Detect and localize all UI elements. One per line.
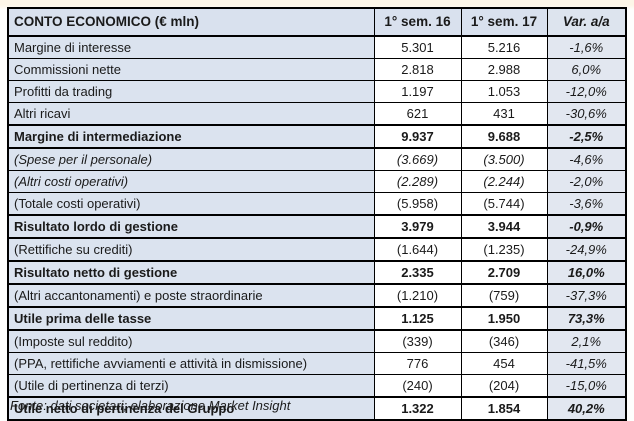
value-sem17-cell: 454 bbox=[460, 352, 548, 375]
row-label-cell: Profitti da trading bbox=[7, 80, 375, 103]
value-var-cell: -2,0% bbox=[546, 170, 627, 193]
value-sem17-cell: (1.235) bbox=[460, 237, 548, 262]
value-sem16-cell: 1.322 bbox=[373, 396, 462, 421]
table-row: (Spese per il personale) (3.669) (3.500) -4… bbox=[7, 147, 627, 171]
value-var-cell: 6,0% bbox=[546, 58, 627, 81]
value-sem16-cell: 3.979 bbox=[373, 214, 462, 239]
value-var-cell: 73,3% bbox=[546, 306, 627, 331]
value-sem17-cell: 1.950 bbox=[460, 306, 548, 331]
value-sem17-cell: 3.944 bbox=[460, 214, 548, 239]
value-sem17-cell: (346) bbox=[460, 329, 548, 353]
value-sem16-cell: 5.301 bbox=[373, 35, 462, 59]
value-sem16-cell: (3.669) bbox=[373, 147, 462, 171]
table-row: Profitti da trading 1.197 1.053 -12,0% bbox=[7, 80, 627, 103]
col-header-var: Var. a/a bbox=[546, 7, 627, 37]
value-sem17-cell: 1.854 bbox=[460, 396, 548, 421]
table-row: Utile netto di pertinenza del Gruppo 1.32… bbox=[7, 396, 627, 421]
row-label-cell: (Altri costi operativi) bbox=[7, 170, 375, 193]
value-sem16-cell: (240) bbox=[373, 374, 462, 398]
row-label-cell: (Altri accantonamenti) e poste straordin… bbox=[7, 283, 375, 308]
value-sem16-cell: 1.125 bbox=[373, 306, 462, 331]
value-sem16-cell: (1.210) bbox=[373, 283, 462, 308]
value-sem17-cell: 9.688 bbox=[460, 124, 548, 149]
value-sem17-cell: (5.744) bbox=[460, 192, 548, 216]
table-row: Risultato netto di gestione 2.335 2.709 16,… bbox=[7, 260, 627, 285]
value-sem16-cell: (2.289) bbox=[373, 170, 462, 193]
table-row: (Totale costi operativi) (5.958) (5.744) -3… bbox=[7, 192, 627, 216]
row-label-cell: (PPA, rettifiche avviamenti e attività i… bbox=[7, 352, 375, 375]
value-sem17-cell: 1.053 bbox=[460, 80, 548, 103]
value-sem17-cell: 2.988 bbox=[460, 58, 548, 81]
value-var-cell: 2,1% bbox=[546, 329, 627, 353]
value-var-cell: -2,5% bbox=[546, 124, 627, 149]
value-var-cell: -1,6% bbox=[546, 35, 627, 59]
row-label-cell: Margine di intermediazione bbox=[7, 124, 375, 149]
value-var-cell: -15,0% bbox=[546, 374, 627, 398]
table-row: (Imposte sul reddito) (339) (346) 2,1% bbox=[7, 329, 627, 353]
value-var-cell: -37,3% bbox=[546, 283, 627, 308]
table-row: Utile prima delle tasse 1.125 1.950 73,3% bbox=[7, 306, 627, 331]
row-label-cell: (Totale costi operativi) bbox=[7, 192, 375, 216]
row-label-cell: Margine di interesse bbox=[7, 35, 375, 59]
table-row: Margine di intermediazione 9.937 9.688 -2,5… bbox=[7, 124, 627, 149]
row-label-cell: (Imposte sul reddito) bbox=[7, 329, 375, 353]
value-sem16-cell: 2.818 bbox=[373, 58, 462, 81]
value-sem16-cell: 2.335 bbox=[373, 260, 462, 285]
col-header-sem17: 1° sem. 17 bbox=[460, 7, 548, 37]
value-sem16-cell: (5.958) bbox=[373, 192, 462, 216]
table-row: (Utile di pertinenza di terzi) (240) (204)… bbox=[7, 374, 627, 398]
col-header-title: CONTO ECONOMICO (€ mln) bbox=[7, 7, 375, 37]
value-var-cell: -30,6% bbox=[546, 102, 627, 126]
table-row: (Rettifiche su crediti) (1.644) (1.235) -24… bbox=[7, 237, 627, 262]
value-var-cell: -24,9% bbox=[546, 237, 627, 262]
value-sem16-cell: 621 bbox=[373, 102, 462, 126]
row-label-cell: (Rettifiche su crediti) bbox=[7, 237, 375, 262]
value-sem16-cell: 1.197 bbox=[373, 80, 462, 103]
value-var-cell: -41,5% bbox=[546, 352, 627, 375]
value-sem16-cell: 9.937 bbox=[373, 124, 462, 149]
table-row: (Altri costi operativi) (2.289) (2.244) -2,… bbox=[7, 170, 627, 193]
table-body: Margine di interesse 5.301 5.216 -1,6% Commi… bbox=[7, 35, 627, 421]
value-sem16-cell: (339) bbox=[373, 329, 462, 353]
value-var-cell: 16,0% bbox=[546, 260, 627, 285]
value-sem17-cell: (2.244) bbox=[460, 170, 548, 193]
row-label-cell: Risultato netto di gestione bbox=[7, 260, 375, 285]
value-sem17-cell: (204) bbox=[460, 374, 548, 398]
row-label-cell: Altri ricavi bbox=[7, 102, 375, 126]
value-sem16-cell: 776 bbox=[373, 352, 462, 375]
value-var-cell: -0,9% bbox=[546, 214, 627, 239]
value-sem17-cell: 431 bbox=[460, 102, 548, 126]
table-row: Margine di interesse 5.301 5.216 -1,6% bbox=[7, 35, 627, 59]
value-var-cell: 40,2% bbox=[546, 396, 627, 421]
row-label-cell: (Spese per il personale) bbox=[7, 147, 375, 171]
row-label-cell: Utile prima delle tasse bbox=[7, 306, 375, 331]
table-row: Altri ricavi 621 431 -30,6% bbox=[7, 102, 627, 126]
row-label-cell: Utile netto di pertinenza del Gruppo bbox=[7, 396, 375, 421]
value-var-cell: -3,6% bbox=[546, 192, 627, 216]
table-row: (PPA, rettifiche avviamenti e attività i… bbox=[7, 352, 627, 375]
table-row: Commissioni nette 2.818 2.988 6,0% bbox=[7, 58, 627, 81]
source-note: Fonte: dati societari; elaborazione Mark… bbox=[10, 398, 291, 413]
col-header-sem16: 1° sem. 16 bbox=[373, 7, 462, 37]
value-sem16-cell: (1.644) bbox=[373, 237, 462, 262]
table-header-row: CONTO ECONOMICO (€ mln) 1° sem. 16 1° se… bbox=[7, 7, 627, 37]
row-label-cell: Commissioni nette bbox=[7, 58, 375, 81]
value-var-cell: -4,6% bbox=[546, 147, 627, 171]
table-row: (Altri accantonamenti) e poste straordin… bbox=[7, 283, 627, 308]
income-statement-table: CONTO ECONOMICO (€ mln) 1° sem. 16 1° se… bbox=[7, 7, 627, 421]
table-row: Risultato lordo di gestione 3.979 3.944 -0,… bbox=[7, 214, 627, 239]
value-sem17-cell: 2.709 bbox=[460, 260, 548, 285]
value-var-cell: -12,0% bbox=[546, 80, 627, 103]
value-sem17-cell: (3.500) bbox=[460, 147, 548, 171]
row-label-cell: (Utile di pertinenza di terzi) bbox=[7, 374, 375, 398]
value-sem17-cell: 5.216 bbox=[460, 35, 548, 59]
value-sem17-cell: (759) bbox=[460, 283, 548, 308]
row-label-cell: Risultato lordo di gestione bbox=[7, 214, 375, 239]
